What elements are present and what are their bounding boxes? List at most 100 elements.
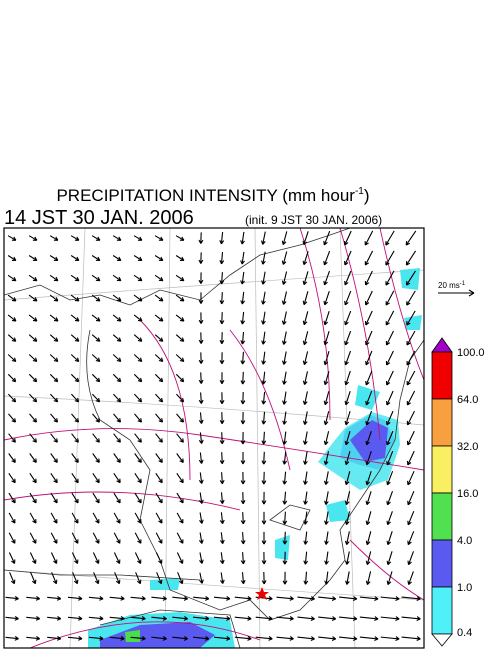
wind-arrow bbox=[133, 314, 143, 322]
wind-arrow bbox=[175, 314, 185, 322]
colorbar-overflow bbox=[431, 337, 453, 353]
wind-arrow bbox=[71, 472, 79, 484]
wind-arrow bbox=[198, 452, 204, 464]
wind-arrow bbox=[49, 235, 59, 241]
wind-arrow bbox=[70, 334, 80, 342]
wind-arrow bbox=[193, 596, 210, 601]
wind-arrow bbox=[8, 413, 17, 423]
wind-arrow bbox=[130, 615, 146, 621]
wind-vectors bbox=[5, 230, 421, 642]
wind-arrow bbox=[302, 391, 308, 405]
wind-arrow bbox=[407, 551, 415, 566]
wind-arrow bbox=[213, 636, 231, 641]
wind-arrow bbox=[47, 595, 62, 601]
wind-arrow bbox=[8, 472, 16, 484]
wind-arrow bbox=[359, 596, 379, 602]
wind-arrow bbox=[198, 392, 204, 404]
wind-arrow bbox=[7, 354, 17, 363]
wind-arrow bbox=[28, 334, 38, 342]
wind-arrow bbox=[198, 312, 204, 324]
wind-arrow bbox=[49, 314, 59, 322]
wind-arrow bbox=[71, 532, 79, 544]
wind-arrow bbox=[323, 371, 330, 386]
wind-arrow bbox=[28, 274, 38, 282]
wind-arrow bbox=[29, 552, 37, 564]
wind-arrow bbox=[344, 290, 352, 306]
wind-arrow bbox=[134, 492, 142, 504]
wind-arrow bbox=[176, 413, 185, 423]
wind-arrow bbox=[240, 572, 246, 585]
wind-arrow bbox=[92, 512, 100, 524]
wind-arrow bbox=[323, 391, 330, 406]
wind-arrow bbox=[28, 373, 38, 383]
wind-arrow bbox=[7, 255, 17, 262]
wind-arrow bbox=[219, 392, 225, 405]
colorbar bbox=[431, 337, 453, 647]
wind-arrow bbox=[133, 373, 143, 383]
title-text: PRECIPITATION INTENSITY (mm hour bbox=[56, 186, 355, 205]
wind-arrow bbox=[133, 255, 143, 262]
wind-arrow bbox=[405, 250, 417, 266]
wind-arrow bbox=[261, 531, 267, 545]
wind-arrow bbox=[344, 270, 352, 286]
wind-arrow bbox=[154, 354, 164, 363]
wind-arrow bbox=[176, 453, 184, 463]
wind-arrow bbox=[385, 370, 394, 386]
wind-arrow bbox=[50, 413, 59, 423]
colorbar-segment bbox=[431, 539, 453, 588]
wind-arrow bbox=[219, 292, 225, 305]
wind-arrow bbox=[112, 334, 122, 342]
wind-arrow bbox=[261, 491, 267, 505]
wind-arrow bbox=[134, 552, 142, 564]
wind-arrow bbox=[72, 572, 79, 585]
wind-arrow bbox=[155, 453, 163, 463]
wind-arrow bbox=[281, 231, 288, 245]
wind-arrow bbox=[71, 512, 79, 524]
wind-arrow bbox=[9, 572, 16, 585]
wind-arrow bbox=[386, 551, 393, 566]
wind-arrow bbox=[50, 472, 58, 484]
wind-arrow bbox=[49, 294, 59, 302]
wind-arrow bbox=[365, 491, 372, 506]
wind-arrow bbox=[133, 294, 143, 302]
wind-arrow bbox=[323, 331, 330, 346]
wind-arrow bbox=[323, 250, 331, 266]
wind-arrow bbox=[302, 331, 309, 346]
wind-arrow bbox=[112, 354, 122, 363]
wind-arrow bbox=[219, 412, 225, 425]
wind-arrow bbox=[302, 411, 308, 425]
wind-arrow bbox=[198, 272, 204, 284]
wind-arrow bbox=[8, 492, 16, 504]
wind-arrow bbox=[198, 252, 204, 264]
wind-arrow bbox=[261, 411, 267, 425]
wind-arrow bbox=[49, 274, 59, 282]
wind-arrow bbox=[175, 354, 185, 363]
wind-arrow bbox=[26, 615, 41, 621]
wind-arrow bbox=[198, 412, 204, 424]
wind-arrow bbox=[112, 314, 122, 322]
wind-arrow bbox=[386, 511, 393, 526]
wind-arrow bbox=[365, 531, 372, 546]
wind-arrow bbox=[70, 294, 80, 302]
wind-arrow bbox=[240, 471, 246, 485]
wind-arrow bbox=[303, 571, 309, 585]
wind-arrow bbox=[177, 572, 184, 585]
wind-arrow bbox=[240, 371, 246, 385]
wind-arrow bbox=[407, 531, 415, 546]
wind-arrow bbox=[282, 371, 287, 385]
colorbar-label: 32.0 bbox=[457, 441, 478, 453]
wind-arrow bbox=[406, 330, 416, 346]
wind-arrow bbox=[234, 616, 252, 621]
wind-arrow bbox=[240, 391, 246, 405]
wind-arrow bbox=[91, 393, 101, 403]
wind-arrow bbox=[155, 512, 163, 524]
wind-arrow bbox=[151, 636, 167, 641]
colorbar-label: 0.4 bbox=[457, 627, 472, 639]
colorbar-underflow bbox=[431, 633, 453, 647]
wind-arrow bbox=[365, 451, 372, 466]
wind-arrow bbox=[133, 354, 143, 363]
wind-arrow bbox=[261, 391, 267, 405]
wind-arrow bbox=[344, 370, 351, 386]
wind-arrow bbox=[386, 471, 394, 486]
wind-arrow bbox=[172, 596, 189, 601]
